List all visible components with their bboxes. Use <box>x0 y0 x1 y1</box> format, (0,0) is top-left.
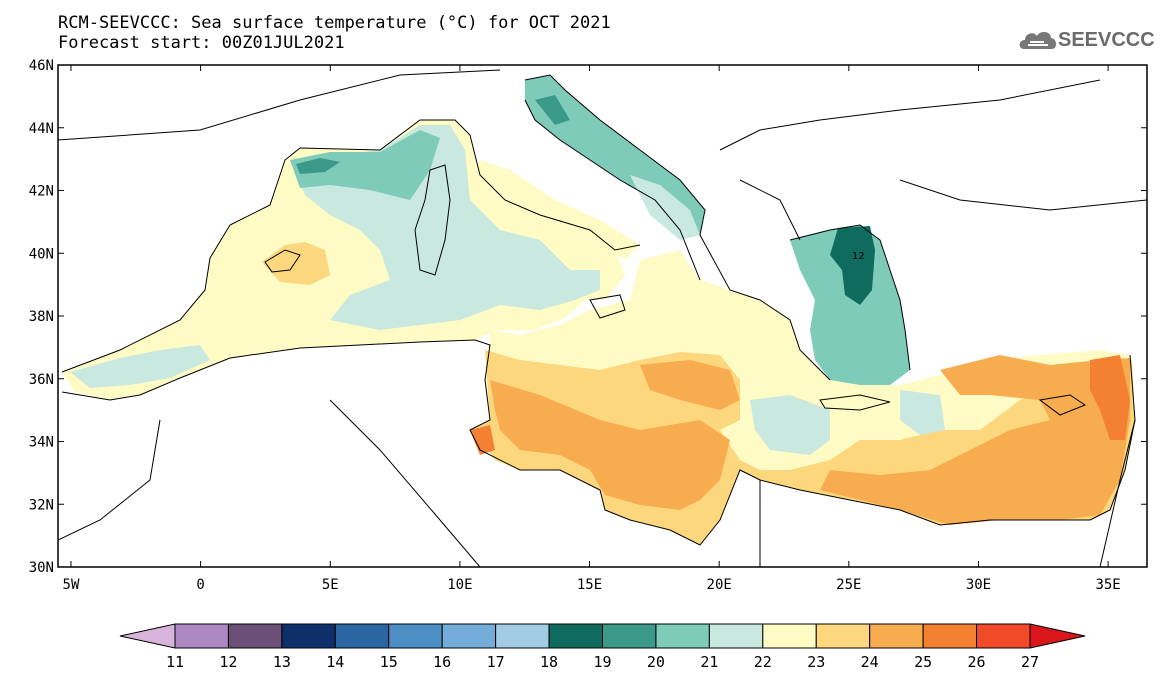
adriatic-south-light <box>630 175 700 240</box>
y-axis: 46N 44N 42N 40N 38N 36N 34N 32N 30N <box>29 58 1147 576</box>
x-tick-label: 25E <box>836 577 861 593</box>
aegean-fill <box>790 225 910 385</box>
colorbar-label: 12 <box>219 653 237 671</box>
tyrrhenian-fill <box>470 160 640 260</box>
colorbar-box <box>655 623 710 649</box>
colorbar-label: 14 <box>326 653 344 671</box>
colorbar-box <box>388 623 443 649</box>
balearic-warm-patch <box>262 242 330 285</box>
colorbar-box <box>441 623 497 649</box>
x-tick-label: 20E <box>707 577 732 593</box>
x-tick-label: 15E <box>577 577 602 593</box>
aegean-north-dark <box>830 226 875 305</box>
x-tick-label: 35E <box>1095 577 1120 593</box>
y-tick-label: 34N <box>29 435 54 451</box>
colorbar-box <box>708 623 764 649</box>
map-contour-annotation: 12 <box>852 251 865 262</box>
libyan-sea-orange <box>490 380 730 510</box>
colorbar-box <box>334 623 390 649</box>
colorbar-label: 17 <box>487 653 505 671</box>
y-tick-label: 42N <box>29 184 54 200</box>
chart-title: RCM-SEEVCCC: Sea surface temperature (°C… <box>58 13 611 33</box>
colorbar-label: 24 <box>861 653 879 671</box>
y-tick-label: 30N <box>29 560 54 576</box>
colorbar: 11 12 13 14 15 16 17 18 19 20 21 22 23 24 25 26 27 <box>119 623 1086 671</box>
gulf-of-lion-teal <box>290 130 440 200</box>
colorbar-box <box>281 623 336 649</box>
colorbar-label: 27 <box>1021 653 1039 671</box>
y-tick-label: 38N <box>29 309 54 325</box>
colorbar-box <box>976 623 1031 649</box>
colorbar-label: 11 <box>166 653 184 671</box>
cloud-icon <box>1019 32 1057 49</box>
y-tick-label: 36N <box>29 372 54 388</box>
colorbar-box <box>762 623 817 649</box>
colorbar-label: 13 <box>273 653 291 671</box>
y-tick-label: 44N <box>29 121 54 137</box>
colorbar-box <box>869 623 924 649</box>
sst-field <box>62 75 1135 545</box>
colorbar-label: 25 <box>914 653 932 671</box>
colorbar-label: 15 <box>380 653 398 671</box>
colorbar-label: 26 <box>968 653 986 671</box>
coastlines <box>58 69 1147 567</box>
levantine-hot-spots <box>1090 355 1130 440</box>
colorbar-box <box>602 623 657 649</box>
colorbar-box <box>495 623 550 649</box>
adriatic-north-dark <box>535 95 570 125</box>
colorbar-box <box>815 623 871 649</box>
x-axis: 5W 0 5E 10E 15E 20E 25E 30E 35E <box>63 65 1121 593</box>
y-tick-label: 32N <box>29 497 54 513</box>
alboran-band <box>70 345 210 388</box>
colorbar-label: 18 <box>540 653 558 671</box>
tunisia-hot-spot <box>470 425 495 455</box>
x-tick-label: 10E <box>447 577 472 593</box>
colorbar-box <box>922 623 978 649</box>
colorbar-box <box>227 623 283 649</box>
colorbar-max-triangle <box>1029 623 1086 649</box>
x-tick-label: 30E <box>966 577 991 593</box>
colorbar-box <box>548 623 603 649</box>
colorbar-label: 19 <box>593 653 611 671</box>
x-tick-label: 5E <box>322 577 339 593</box>
gulf-of-sidra-orange <box>640 360 740 410</box>
crete-south-light <box>900 390 945 435</box>
gulf-of-lion-dark <box>296 158 340 174</box>
colorbar-label: 21 <box>700 653 718 671</box>
colorbar-label: 22 <box>754 653 772 671</box>
x-tick-label: 0 <box>196 577 204 593</box>
colorbar-label: 16 <box>433 653 451 671</box>
colorbar-label: 20 <box>647 653 665 671</box>
seevccc-logo-text: SEEVCCC <box>1058 29 1155 51</box>
y-tick-label: 40N <box>29 246 54 262</box>
ionian-cool-patch <box>750 395 830 455</box>
colorbar-box <box>174 623 229 649</box>
colorbar-min-triangle <box>119 623 176 649</box>
y-tick-label: 46N <box>29 58 54 74</box>
western-basin-fill <box>62 120 625 400</box>
colorbar-label: 23 <box>807 653 825 671</box>
x-tick-label: 5W <box>63 577 80 593</box>
forecast-start-subtitle: Forecast start: 00Z01JUL2021 <box>58 33 345 53</box>
